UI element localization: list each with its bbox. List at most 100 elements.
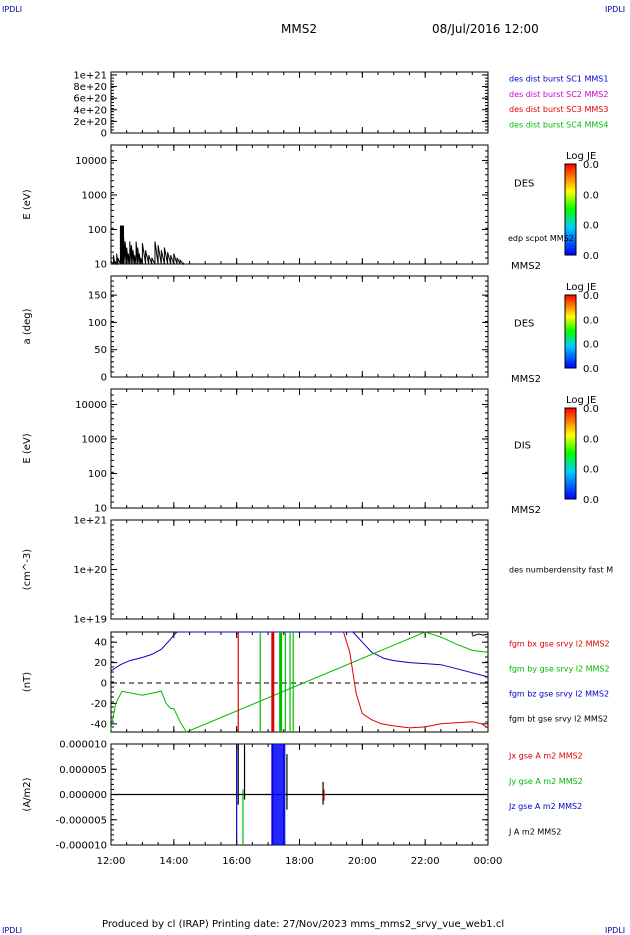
current-burst	[271, 744, 286, 845]
panel-4	[110, 388, 577, 509]
ytick-label: 0.000010	[59, 740, 107, 751]
corner-label-top-right: IPDLI	[605, 5, 626, 14]
legend-entry: des dist burst SC1 MMS1	[509, 75, 608, 84]
colorbar-tick: 0.0	[583, 465, 599, 476]
colorbar	[564, 407, 577, 500]
ytick-label: 2e+20	[73, 117, 107, 128]
ytick-label: 0	[101, 129, 107, 140]
panel-2	[110, 144, 577, 266]
spacecraft-label: MMS2	[511, 261, 541, 272]
ytick-label: 50	[94, 345, 107, 356]
panel-6	[110, 631, 489, 733]
colorbar-tick: 0.0	[583, 404, 599, 415]
ytick-label: 1e+20	[73, 565, 107, 576]
panel-6-frame	[110, 631, 489, 733]
ytick-label: 0.000005	[59, 765, 107, 776]
legend-entry: des dist burst SC3 MMS3	[509, 105, 608, 114]
legend-entry: J A m2 MMS2	[508, 827, 561, 836]
colorbar-tick: 0.0	[583, 364, 599, 375]
legend-entry: fgm bx gse srvy l2 MMS2	[509, 640, 610, 649]
xtick-label: 18:00	[285, 856, 314, 867]
legend-entry: fgm by gse srvy l2 MMS2	[509, 665, 610, 674]
footer-credits: Produced by cl (IRAP) Printing date: 27/…	[102, 919, 505, 930]
colorbar-tick: 0.0	[583, 251, 599, 262]
ytick-label: 10000	[75, 400, 107, 411]
ytick-label: 150	[88, 291, 107, 302]
ytick-label: 100	[88, 225, 107, 236]
xtick-label: 14:00	[159, 856, 188, 867]
overlay-label: edp scpot MMS2	[508, 234, 574, 243]
ytick-label: 1000	[82, 434, 107, 445]
colorbar-title: Log JE	[566, 282, 596, 293]
ytick-label: 1e+21	[73, 516, 107, 527]
legend-entry: des numberdensity fast M	[509, 566, 613, 575]
panel-1-frame	[110, 71, 489, 134]
ylabel: a (deg)	[22, 308, 33, 344]
colorbar	[564, 163, 577, 256]
xtick-label: 00:00	[474, 856, 503, 867]
ytick-label: 10	[94, 504, 107, 515]
spacecraft-label: MMS2	[511, 374, 541, 385]
ytick-label: 8e+20	[73, 82, 107, 93]
xtick-label: 12:00	[97, 856, 126, 867]
colorbar-tick: 0.0	[583, 315, 599, 326]
panel-5-frame	[110, 519, 489, 620]
colorbar-tick: 0.0	[583, 291, 599, 302]
species-label: DES	[514, 179, 534, 190]
colorbar-tick: 0.0	[583, 160, 599, 171]
colorbar-title: Log JE	[566, 395, 596, 406]
ylabel: (A/m2)	[22, 777, 33, 811]
panel-5	[110, 519, 489, 620]
legend-entry: fgm bt gse srvy l2 MMS2	[509, 715, 608, 724]
legend-entry: Jy gse A m2 MMS2	[508, 777, 583, 786]
corner-label-bottom-right: IPDLI	[605, 926, 626, 935]
colorbar-title: Log JE	[566, 151, 596, 162]
ytick-label: 4e+20	[73, 105, 107, 116]
series-line	[472, 633, 489, 637]
legend-entry: Jz gse A m2 MMS2	[508, 802, 582, 811]
ytick-label: 1e+19	[73, 615, 107, 626]
ytick-label: -0.000010	[56, 841, 107, 852]
colorbar-tick: 0.0	[583, 221, 599, 232]
ytick-label: 0	[101, 373, 107, 384]
ytick-label: 10000	[75, 156, 107, 167]
ytick-label: 1000	[82, 190, 107, 201]
xtick-label: 22:00	[411, 856, 440, 867]
xtick-label: 20:00	[348, 856, 377, 867]
legend-entry: Jx gse A m2 MMS2	[508, 752, 583, 761]
ytick-label: 1e+21	[73, 70, 107, 81]
colorbar	[564, 294, 577, 369]
panel-2-frame	[110, 144, 489, 265]
ytick-label: 40	[94, 638, 107, 649]
colorbar-tick: 0.0	[583, 190, 599, 201]
panel-7	[110, 743, 489, 846]
colorbar-tick: 0.0	[583, 495, 599, 506]
xtick-label: 16:00	[222, 856, 251, 867]
series-line	[343, 631, 489, 729]
legend-entry: des dist burst SC2 MMS2	[509, 90, 608, 99]
species-label: DIS	[514, 441, 531, 452]
legend-entry: fgm bz gse srvy l2 MMS2	[509, 690, 609, 699]
colorbar-tick: 0.0	[583, 434, 599, 445]
panel-1	[110, 71, 489, 134]
spacecraft-label: MMS2	[511, 505, 541, 516]
ytick-label: 100	[88, 469, 107, 480]
species-label: DES	[514, 319, 534, 330]
corner-label-bottom-left: IPDLI	[2, 926, 23, 935]
ytick-label: 6e+20	[73, 94, 107, 105]
ytick-label: 20	[94, 658, 107, 669]
panel-3-frame	[110, 275, 489, 378]
mission-title: MMS2	[281, 22, 317, 36]
ytick-label: 10	[94, 260, 107, 271]
plot-datetime: 08/Jul/2016 12:00	[432, 22, 539, 36]
colorbar-tick: 0.0	[583, 340, 599, 351]
ytick-label: -0.000005	[56, 815, 107, 826]
ylabel: (cm^-3)	[22, 549, 33, 590]
panel-3	[110, 275, 577, 378]
panel-4-frame	[110, 388, 489, 509]
ylabel: E (eV)	[22, 189, 33, 219]
legend-entry: des dist burst SC4 MMS4	[509, 120, 608, 129]
series-line	[110, 631, 489, 733]
ylabel: E (eV)	[22, 433, 33, 463]
